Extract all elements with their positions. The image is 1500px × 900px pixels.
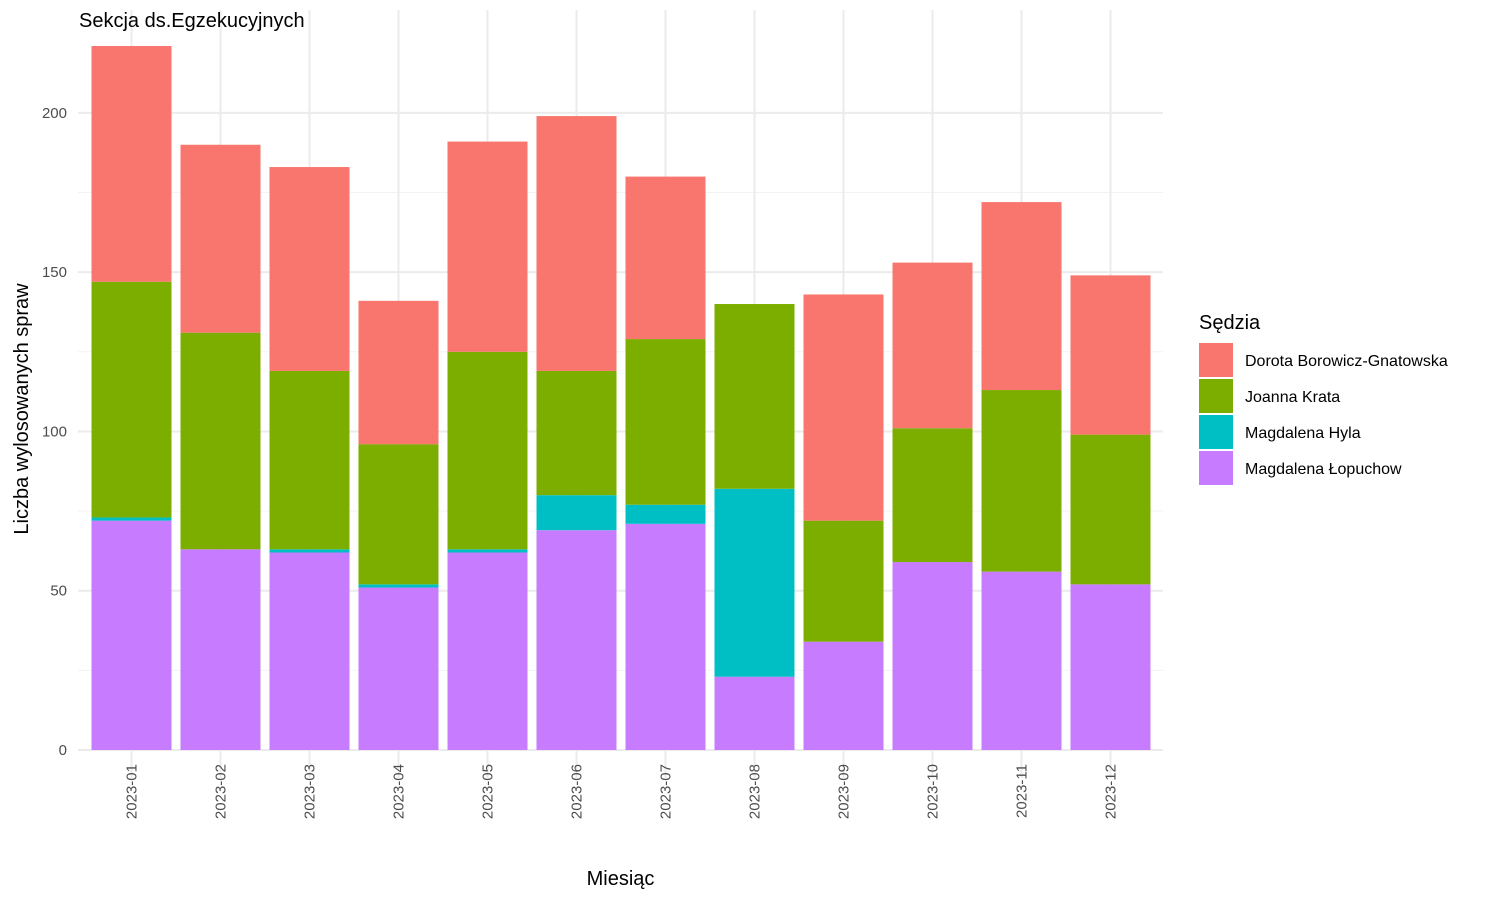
- bar-segment: [981, 202, 1062, 391]
- y-axis-ticks: 0 50 100 150 200: [42, 105, 67, 759]
- legend: Sędzia Dorota Borowicz-Gnatowska Joanna K…: [1199, 312, 1448, 485]
- bar-segment: [358, 584, 439, 588]
- bar-segment: [180, 549, 261, 750]
- bar-segment: [91, 517, 172, 521]
- y-tick-label: 0: [59, 742, 67, 759]
- bar-segment: [536, 116, 617, 371]
- bar-segment: [536, 530, 617, 750]
- y-tick-label: 100: [42, 423, 67, 440]
- x-tick-label: 2023-05: [480, 764, 497, 819]
- x-tick-label: 2023-04: [391, 764, 408, 819]
- x-tick-label: 2023-08: [747, 764, 764, 819]
- bar-segment: [358, 587, 439, 750]
- legend-key: [1199, 343, 1233, 377]
- legend-key: [1199, 451, 1233, 485]
- x-tick-label: 2023-09: [836, 764, 853, 819]
- legend-label: Magdalena Hyla: [1245, 425, 1361, 442]
- bar-segment: [803, 641, 884, 750]
- x-tick-label: 2023-07: [658, 764, 675, 819]
- bar-segment: [803, 520, 884, 642]
- x-axis-ticks: 2023-01 2023-02 2023-03 2023-04 2023-05 2023-…: [124, 764, 1120, 819]
- bar-segment: [714, 488, 795, 677]
- legend-title: Sędzia: [1199, 312, 1261, 334]
- bar-segment: [91, 520, 172, 750]
- bar-segment: [714, 676, 795, 750]
- legend-key: [1199, 415, 1233, 449]
- bar-segment: [1070, 275, 1151, 435]
- bar-segment: [536, 495, 617, 531]
- legend-label: Joanna Krata: [1245, 389, 1340, 406]
- y-axis-title: Liczba wylosowanych spraw: [11, 283, 33, 535]
- bar-segment: [180, 144, 261, 333]
- bar-segment: [625, 504, 706, 524]
- x-tick-label: 2023-12: [1103, 764, 1120, 819]
- legend-key: [1199, 379, 1233, 413]
- x-tick-label: 2023-10: [925, 764, 942, 819]
- bar-segment: [803, 294, 884, 521]
- bar-segment: [358, 300, 439, 445]
- y-tick-label: 50: [50, 583, 67, 600]
- bar-segment: [447, 141, 528, 352]
- bar-segment: [981, 571, 1062, 750]
- bar-segment: [1070, 434, 1151, 585]
- bar-segment: [269, 552, 350, 750]
- bar-segment: [358, 444, 439, 585]
- x-tick-label: 2023-06: [569, 764, 586, 819]
- bar-segment: [536, 370, 617, 496]
- bar-segment: [625, 339, 706, 505]
- bar-segment: [714, 304, 795, 489]
- x-axis-title: Miesiąc: [587, 868, 655, 890]
- bar-segment: [269, 167, 350, 371]
- bars: [91, 46, 1151, 750]
- bar-segment: [625, 523, 706, 750]
- x-tick-label: 2023-01: [124, 764, 141, 819]
- y-tick-label: 150: [42, 264, 67, 281]
- bar-segment: [981, 390, 1062, 572]
- bar-segment: [1070, 584, 1151, 750]
- bar-segment: [269, 549, 350, 553]
- y-tick-label: 200: [42, 105, 67, 122]
- bar-segment: [180, 332, 261, 550]
- x-tick-label: 2023-11: [1014, 764, 1031, 818]
- bar-segment: [447, 552, 528, 750]
- bar-segment: [625, 176, 706, 340]
- bar-segment: [269, 370, 350, 550]
- bar-segment: [91, 46, 172, 282]
- legend-label: Dorota Borowicz-Gnatowska: [1245, 353, 1448, 370]
- legend-label: Magdalena Łopuchow: [1245, 461, 1402, 478]
- chart-title: Sekcja ds.Egzekucyjnych: [79, 10, 305, 32]
- x-tick-label: 2023-03: [302, 764, 319, 819]
- bar-segment: [892, 562, 973, 750]
- x-tick-label: 2023-02: [213, 764, 230, 819]
- bar-segment: [447, 351, 528, 550]
- bar-segment: [892, 262, 973, 429]
- bar-segment: [91, 281, 172, 518]
- bar-segment: [892, 428, 973, 563]
- bar-segment: [447, 549, 528, 553]
